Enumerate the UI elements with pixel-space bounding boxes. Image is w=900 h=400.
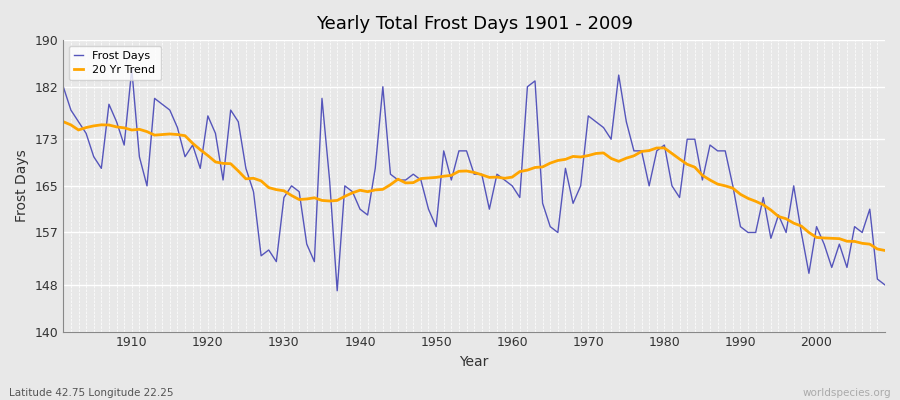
20 Yr Trend [500,176,510,181]
X-axis label: Year: Year [460,355,489,369]
Line: 20 Yr Trend: 20 Yr Trend [63,122,885,250]
Legend: Frost Days, 20 Yr Trend: Frost Days, 20 Yr Trend [68,46,161,80]
Frost Days [347,189,358,194]
Text: worldspecies.org: worldspecies.org [803,388,891,398]
20 Yr Trend [598,150,609,155]
Title: Yearly Total Frost Days 1901 - 2009: Yearly Total Frost Days 1901 - 2009 [316,15,633,33]
Frost Days [613,73,624,78]
Frost Days [522,84,533,89]
Frost Days [515,195,526,200]
Y-axis label: Frost Days: Frost Days [15,150,29,222]
20 Yr Trend [879,248,890,253]
Frost Days [293,189,304,194]
Frost Days [879,282,890,287]
20 Yr Trend [119,126,130,130]
Line: Frost Days: Frost Days [63,69,885,291]
Frost Days [58,84,68,89]
20 Yr Trend [58,119,68,124]
Frost Days [126,67,137,72]
20 Yr Trend [332,198,343,203]
20 Yr Trend [507,175,517,180]
Text: Latitude 42.75 Longitude 22.25: Latitude 42.75 Longitude 22.25 [9,388,174,398]
Frost Days [119,143,130,148]
20 Yr Trend [286,193,297,198]
Frost Days [332,288,343,293]
